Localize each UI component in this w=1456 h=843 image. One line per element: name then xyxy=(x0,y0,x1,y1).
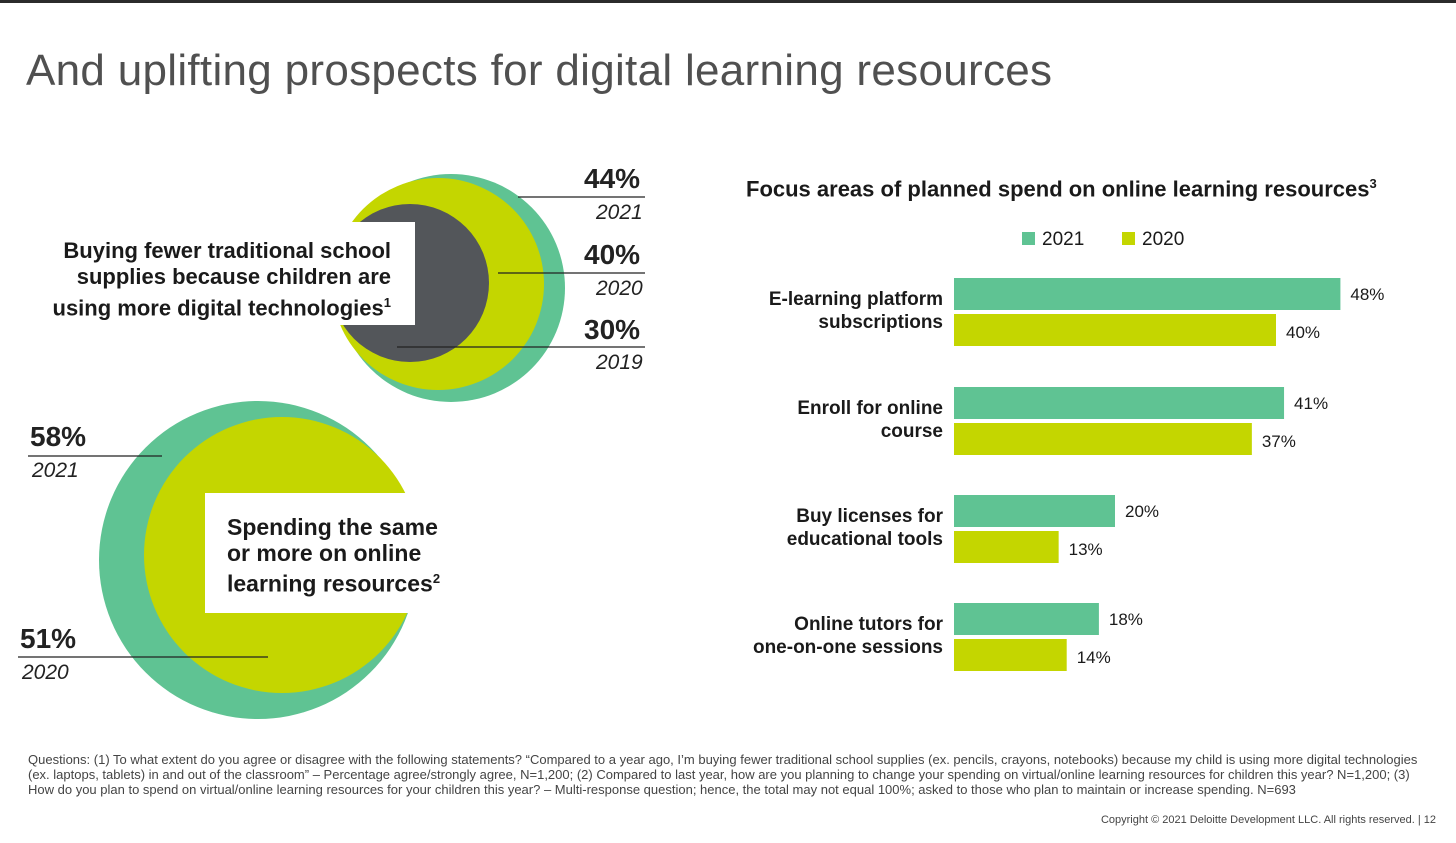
bar-2020-4 xyxy=(954,639,1067,671)
bar-2021-3 xyxy=(954,495,1115,527)
legend-item-2020: 2020 xyxy=(1122,229,1184,251)
stat1-pct-2020: 40% xyxy=(584,239,641,270)
chart-title-text: Focus areas of planned spend on online l… xyxy=(746,176,1370,202)
bar-2021-4 xyxy=(954,603,1099,635)
stat1-footnote: 1 xyxy=(383,295,391,310)
stat2-pct-2021: 58% xyxy=(30,421,87,452)
stat1-text-box: Buying fewer traditional school supplies… xyxy=(44,222,415,325)
chart-title: Focus areas of planned spend on online l… xyxy=(746,176,1377,202)
value-label-2021-4: 18% xyxy=(1109,610,1143,629)
value-label-2021-2: 41% xyxy=(1294,394,1328,413)
value-label-2021-3: 20% xyxy=(1125,502,1159,521)
page-title: And uplifting prospects for digital lear… xyxy=(26,46,1053,95)
legend-swatch-2021 xyxy=(1022,232,1035,245)
category-label-2: Enroll for online course xyxy=(797,398,943,442)
stat1-year-2020: 2020 xyxy=(596,277,643,300)
stat2-text: Spending the same or more on online lear… xyxy=(227,514,438,597)
stat2-year-2020: 2020 xyxy=(22,661,69,684)
bar-2021-2 xyxy=(954,387,1285,419)
footnote: Questions: (1) To what extent do you agr… xyxy=(28,752,1418,797)
value-label-2020-1: 40% xyxy=(1286,323,1320,342)
legend-label-2021: 2021 xyxy=(1042,229,1085,250)
stat1-year-2021: 2021 xyxy=(596,201,643,224)
copyright: Copyright © 2021 Deloitte Development LL… xyxy=(1100,814,1436,826)
legend-item-2021: 2021 xyxy=(1022,229,1084,251)
stat1-pct-2019: 30% xyxy=(584,314,641,345)
stat2-year-2021: 2021 xyxy=(32,459,79,482)
value-label-2021-1: 48% xyxy=(1350,285,1384,304)
bar-2020-2 xyxy=(954,423,1252,455)
stat2-text-box: Spending the same or more on online lear… xyxy=(205,493,450,613)
legend-label-2020: 2020 xyxy=(1142,229,1185,250)
stat2-footnote: 2 xyxy=(432,571,441,586)
top-rule xyxy=(0,0,1456,3)
stat2-pct-2020: 51% xyxy=(20,623,77,654)
legend-swatch-2020 xyxy=(1122,232,1135,245)
value-label-2020-4: 14% xyxy=(1077,648,1111,667)
category-label-1: E-learning platform subscriptions xyxy=(769,289,943,333)
stat1-year-2019: 2019 xyxy=(596,351,643,374)
category-label-3: Buy licenses for educational tools xyxy=(787,506,944,550)
category-label-4: Online tutors for one-on-one sessions xyxy=(753,614,944,658)
bar-2020-1 xyxy=(954,314,1276,346)
stat1-text: Buying fewer traditional school supplies… xyxy=(52,238,392,321)
bar-2020-3 xyxy=(954,531,1059,563)
value-label-2020-2: 37% xyxy=(1262,432,1296,451)
stat1-pct-2021: 44% xyxy=(584,163,641,194)
bar-2021-1 xyxy=(954,278,1341,310)
chart-title-footnote: 3 xyxy=(1369,176,1377,191)
value-label-2020-3: 13% xyxy=(1069,540,1103,559)
